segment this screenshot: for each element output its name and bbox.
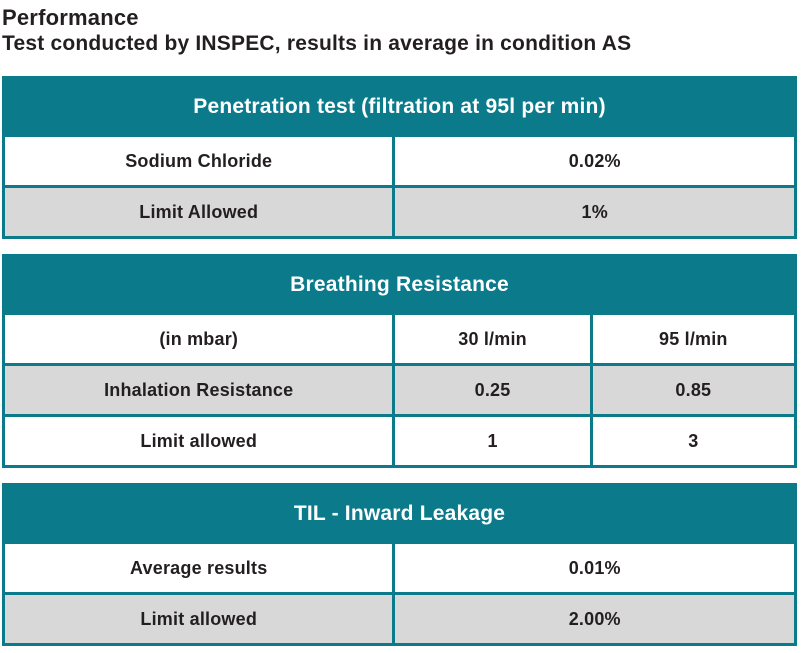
breathing-resistance-table-title: Breathing Resistance: [2, 254, 797, 315]
page-title: Performance: [2, 5, 139, 30]
row-value: 3: [589, 414, 798, 468]
table-row: Average results 0.01%: [1, 541, 797, 595]
row-label: Limit Allowed: [1, 185, 396, 239]
page-subtitle: Test conducted by INSPEC, results in ave…: [2, 32, 632, 55]
row-value: 1: [392, 414, 593, 468]
breathing-resistance-table: Breathing Resistance (in mbar) 30 l/min …: [1, 254, 798, 468]
table-header-row: Breathing Resistance: [2, 254, 797, 315]
penetration-test-table-title: Penetration test (filtration at 95l per …: [2, 76, 797, 137]
table-header-row: TIL - Inward Leakage: [2, 483, 797, 544]
row-value: 0.85: [589, 363, 798, 417]
column-header-95lmin: 95 l/min: [589, 312, 798, 366]
table-row: Sodium Chloride 0.02%: [1, 134, 797, 188]
row-label: Limit allowed: [1, 414, 396, 468]
penetration-test-table: Penetration test (filtration at 95l per …: [1, 76, 797, 239]
row-value: 1%: [392, 185, 797, 239]
table-row: Inhalation Resistance 0.25 0.85: [1, 363, 798, 417]
row-value: 2.00%: [392, 592, 797, 646]
table-row: Limit Allowed 1%: [1, 185, 797, 239]
table-row: Limit allowed 2.00%: [1, 592, 797, 646]
row-label: (in mbar): [1, 312, 396, 366]
row-label: Average results: [1, 541, 396, 595]
row-value: 0.25: [392, 363, 593, 417]
til-inward-leakage-table: TIL - Inward Leakage Average results 0.0…: [1, 483, 797, 646]
column-header-30lmin: 30 l/min: [392, 312, 593, 366]
row-value: 0.02%: [392, 134, 797, 188]
table-header-row: Penetration test (filtration at 95l per …: [2, 76, 797, 137]
row-label: Limit allowed: [1, 592, 396, 646]
row-label: Inhalation Resistance: [1, 363, 396, 417]
table-row: (in mbar) 30 l/min 95 l/min: [1, 312, 798, 366]
row-value: 0.01%: [392, 541, 797, 595]
til-inward-leakage-table-title: TIL - Inward Leakage: [2, 483, 797, 544]
table-row: Limit allowed 1 3: [1, 414, 798, 468]
row-label: Sodium Chloride: [1, 134, 396, 188]
